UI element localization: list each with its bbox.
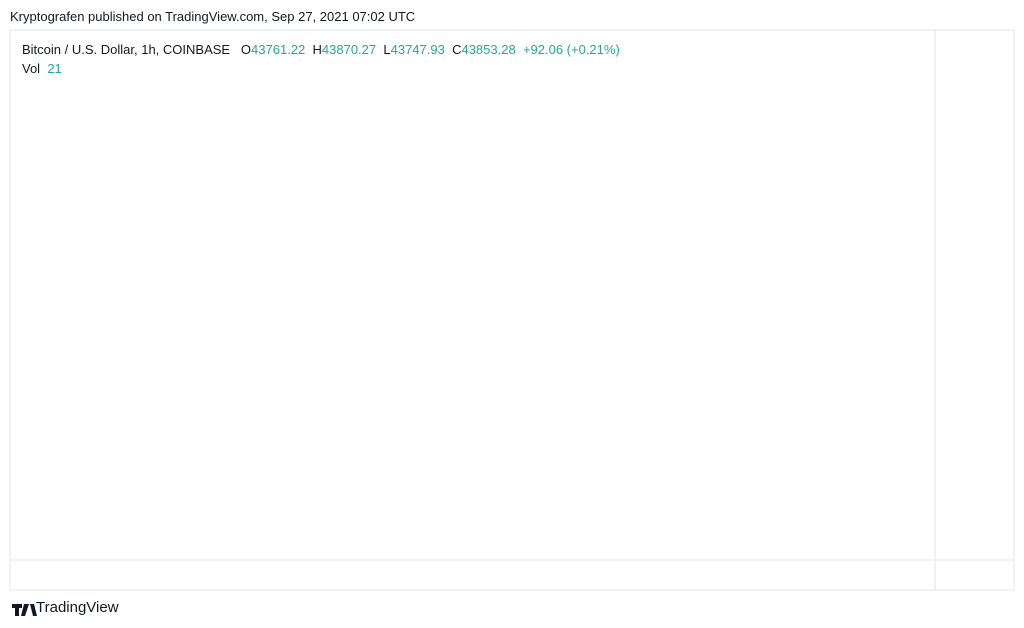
footer: TradingView <box>36 599 119 616</box>
ohlc-key: C <box>452 42 462 57</box>
logo <box>12 604 37 616</box>
ohlc-value: 43870.27 <box>321 42 377 57</box>
symbol: Bitcoin / U.S. Dollar, 1h, COINBASE <box>22 42 231 57</box>
ohlc-value: 43853.28 <box>461 42 516 57</box>
ohlc-value: 43747.93 <box>390 42 445 57</box>
ohlc-value: 43761.22 <box>251 42 306 57</box>
volume-value: 21 <box>47 61 62 76</box>
chart-frame <box>9 29 1015 591</box>
header: Kryptografen published on TradingView.co… <box>10 9 416 24</box>
legend-row: Vol 21 <box>22 59 620 78</box>
ohlc-key: O <box>240 42 252 57</box>
change: +92.06 (+0.21%) <box>522 42 620 57</box>
ohlc-key: L <box>383 42 391 57</box>
legend: Bitcoin / U.S. Dollar, 1h, COINBASE O437… <box>22 40 620 78</box>
legend-row: Bitcoin / U.S. Dollar, 1h, COINBASE O437… <box>22 40 620 59</box>
volume-key: Vol <box>22 61 41 76</box>
ohlc-key: H <box>312 42 322 57</box>
